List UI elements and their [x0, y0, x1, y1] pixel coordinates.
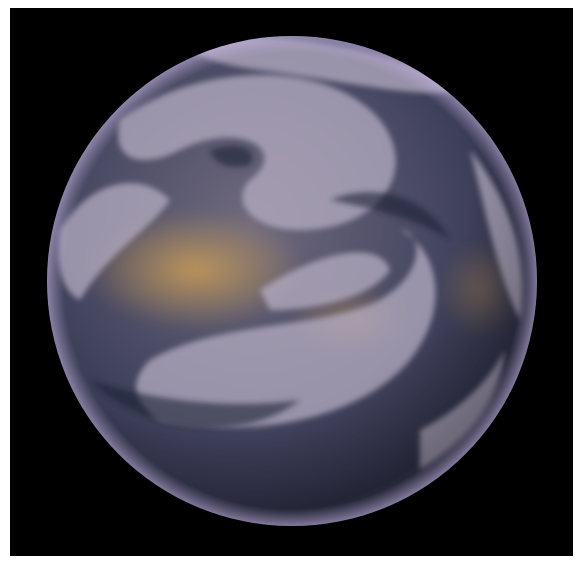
atmosphere-rim [47, 36, 537, 526]
